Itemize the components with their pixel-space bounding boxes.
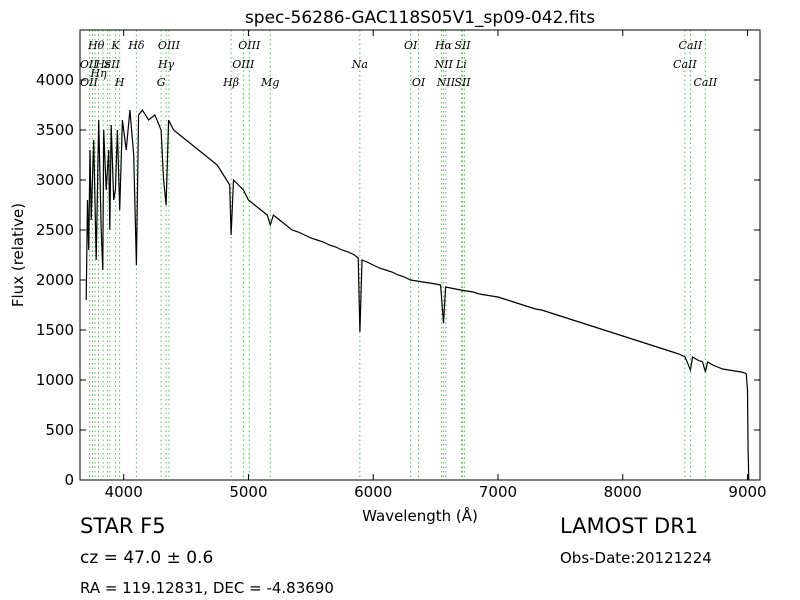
- line-label: Na: [351, 58, 368, 71]
- line-label: Hβ: [222, 76, 239, 89]
- x-tick-label: 9000: [728, 483, 766, 501]
- line-label: CaII: [673, 58, 697, 71]
- x-tick-label: 7000: [479, 483, 517, 501]
- chart-title: spec-56286-GAC118S05V1_sp09-042.fits: [245, 8, 595, 28]
- line-label: SII: [454, 39, 471, 52]
- line-label: OIII: [232, 58, 255, 71]
- y-axis-label: Flux (relative): [9, 203, 27, 307]
- line-label: NII: [436, 76, 456, 89]
- line-label: NII: [434, 58, 454, 71]
- line-label: OI: [404, 39, 418, 52]
- line-label: Li: [455, 58, 467, 71]
- x-axis-ticks: 4000 5000 6000 7000 8000 9000: [105, 30, 767, 501]
- x-tick-label: 6000: [354, 483, 392, 501]
- line-label: OII: [80, 58, 98, 71]
- y-tick-label: 3000: [36, 171, 74, 189]
- line-label: SII: [104, 58, 121, 71]
- line-label: CaII: [694, 76, 718, 89]
- line-label: Mg: [260, 76, 279, 89]
- object-class: STAR F5: [80, 514, 166, 538]
- line-label: Hε: [94, 58, 111, 71]
- y-tick-label: 4000: [36, 71, 74, 89]
- line-label: G: [157, 76, 166, 89]
- y-tick-label: 500: [45, 421, 74, 439]
- spectrum-line: [85, 108, 750, 481]
- y-tick-label: 3500: [36, 121, 74, 139]
- y-tick-label: 1500: [36, 321, 74, 339]
- survey-name: LAMOST DR1: [560, 514, 699, 538]
- line-label: CaII: [679, 39, 703, 52]
- line-label: OIII: [238, 39, 261, 52]
- line-label: OI: [412, 76, 426, 89]
- line-label: Hη: [89, 67, 107, 80]
- line-label: Hγ: [157, 58, 175, 71]
- x-tick-label: 5000: [229, 483, 267, 501]
- y-tick-label: 2500: [36, 221, 74, 239]
- line-label: Hα: [434, 39, 453, 52]
- x-tick-label: 8000: [604, 483, 642, 501]
- line-label: Hθ: [87, 39, 105, 52]
- line-label: Hδ: [127, 39, 145, 52]
- y-tick-label: 0: [64, 471, 74, 489]
- redshift-cz: cz = 47.0 ± 0.6: [80, 548, 214, 568]
- x-tick-label: 4000: [105, 483, 143, 501]
- y-tick-label: 1000: [36, 371, 74, 389]
- line-label: OII: [80, 76, 98, 89]
- plot-frame: [79, 29, 761, 481]
- line-label: OIII: [158, 39, 181, 52]
- line-label: K: [110, 39, 120, 52]
- line-label: SII: [454, 76, 471, 89]
- x-axis-label: Wavelength (Å): [362, 506, 478, 525]
- line-label: H: [114, 76, 125, 89]
- emission-line-markers: [89, 30, 706, 480]
- y-axis-ticks: 0 500 1000 1500 2000 2500 3000 3500 4000: [36, 71, 760, 489]
- y-tick-label: 2000: [36, 271, 74, 289]
- ra-dec: RA = 119.12831, DEC = -4.83690: [80, 579, 334, 597]
- observation-date: Obs-Date:20121224: [560, 549, 712, 567]
